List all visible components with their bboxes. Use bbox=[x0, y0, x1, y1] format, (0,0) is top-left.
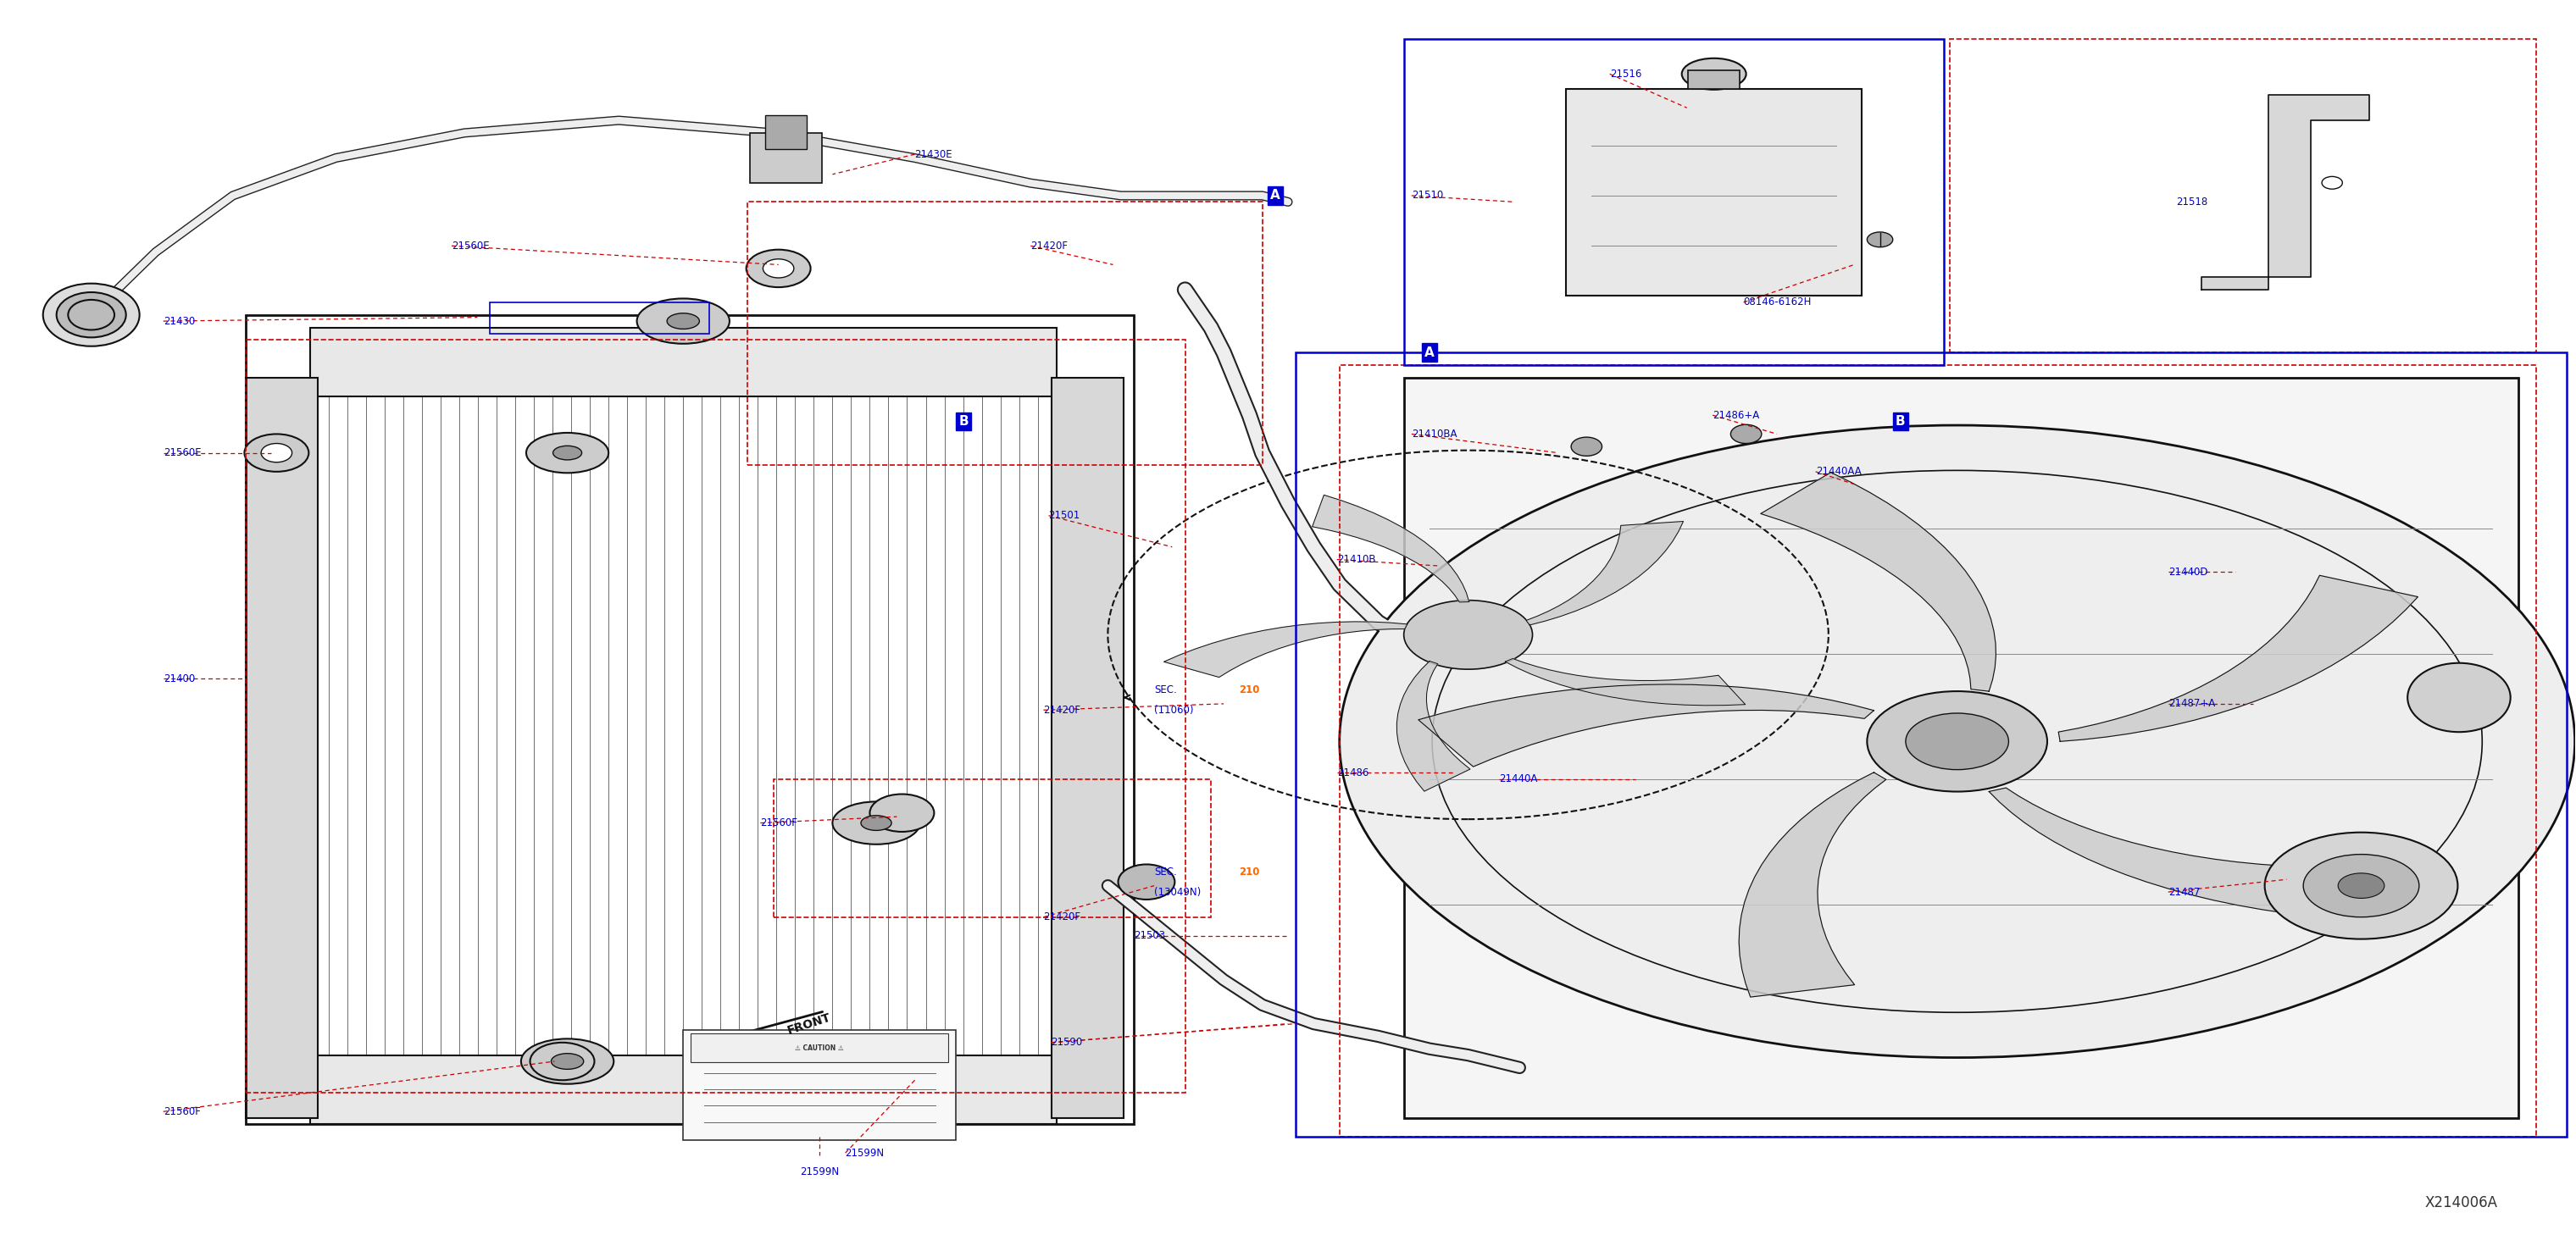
Polygon shape bbox=[1525, 522, 1682, 625]
Ellipse shape bbox=[871, 794, 935, 832]
Ellipse shape bbox=[636, 298, 729, 343]
Text: 21410B: 21410B bbox=[1337, 554, 1376, 564]
Text: 210: 210 bbox=[1239, 685, 1260, 695]
Text: 21518: 21518 bbox=[2177, 196, 2208, 207]
Text: 08146-6162H: 08146-6162H bbox=[1744, 297, 1811, 308]
FancyBboxPatch shape bbox=[1566, 89, 1862, 295]
Ellipse shape bbox=[2303, 855, 2419, 918]
Text: 21560E: 21560E bbox=[451, 240, 489, 251]
FancyBboxPatch shape bbox=[309, 327, 1056, 396]
Ellipse shape bbox=[832, 802, 920, 845]
Text: 21440D: 21440D bbox=[2169, 567, 2208, 577]
Ellipse shape bbox=[1118, 865, 1175, 900]
Text: FRONT: FRONT bbox=[786, 1011, 832, 1036]
Ellipse shape bbox=[2264, 832, 2458, 939]
Text: 21430: 21430 bbox=[162, 316, 196, 327]
Text: 21560F: 21560F bbox=[162, 1106, 201, 1117]
FancyBboxPatch shape bbox=[690, 1033, 948, 1062]
Text: ⚠ CAUTION ⚠: ⚠ CAUTION ⚠ bbox=[796, 1045, 845, 1052]
Polygon shape bbox=[1759, 473, 1996, 691]
Text: SEC.: SEC. bbox=[1154, 866, 1177, 877]
Text: 21487: 21487 bbox=[2169, 886, 2200, 897]
Ellipse shape bbox=[1731, 425, 1762, 444]
Ellipse shape bbox=[1906, 713, 2009, 769]
Ellipse shape bbox=[747, 250, 811, 288]
Text: 21560F: 21560F bbox=[760, 817, 799, 828]
Text: 21510: 21510 bbox=[1412, 190, 1443, 201]
Text: 21487+A: 21487+A bbox=[2169, 699, 2215, 709]
Text: 21400: 21400 bbox=[162, 674, 196, 684]
Ellipse shape bbox=[2409, 662, 2512, 732]
Ellipse shape bbox=[526, 432, 608, 473]
Text: 21440A: 21440A bbox=[1499, 773, 1538, 784]
Ellipse shape bbox=[57, 293, 126, 337]
FancyBboxPatch shape bbox=[765, 116, 806, 150]
Ellipse shape bbox=[1340, 425, 2576, 1057]
Ellipse shape bbox=[860, 816, 891, 831]
Polygon shape bbox=[1739, 772, 1886, 997]
Text: 21486: 21486 bbox=[1337, 767, 1368, 778]
Ellipse shape bbox=[67, 299, 113, 329]
Text: 21420F: 21420F bbox=[1030, 240, 1069, 251]
Polygon shape bbox=[2058, 576, 2419, 742]
Text: X214006A: X214006A bbox=[2424, 1195, 2499, 1210]
Text: 21501: 21501 bbox=[1048, 510, 1079, 522]
Ellipse shape bbox=[551, 1053, 585, 1070]
Text: 21420F: 21420F bbox=[1043, 911, 1082, 923]
Ellipse shape bbox=[1868, 233, 1893, 248]
Polygon shape bbox=[2202, 96, 2370, 290]
Ellipse shape bbox=[1682, 58, 1747, 89]
FancyBboxPatch shape bbox=[1404, 377, 2519, 1117]
Ellipse shape bbox=[762, 259, 793, 278]
Text: 21430E: 21430E bbox=[914, 148, 953, 160]
Ellipse shape bbox=[1868, 691, 2048, 792]
Ellipse shape bbox=[531, 1042, 595, 1080]
Ellipse shape bbox=[260, 444, 291, 463]
Ellipse shape bbox=[1404, 601, 1533, 669]
Text: SEC.: SEC. bbox=[1154, 685, 1177, 695]
Ellipse shape bbox=[2321, 176, 2342, 189]
Text: 21560E: 21560E bbox=[162, 447, 201, 459]
Text: 21503: 21503 bbox=[1133, 930, 1164, 941]
FancyBboxPatch shape bbox=[1051, 377, 1123, 1117]
Ellipse shape bbox=[44, 284, 139, 346]
Polygon shape bbox=[1164, 622, 1406, 678]
Text: B: B bbox=[958, 415, 969, 427]
FancyBboxPatch shape bbox=[1687, 70, 1739, 89]
Ellipse shape bbox=[520, 1038, 613, 1084]
Ellipse shape bbox=[2339, 874, 2385, 899]
Text: A: A bbox=[1425, 346, 1435, 358]
Text: 21410BA: 21410BA bbox=[1412, 429, 1458, 440]
Text: 21486+A: 21486+A bbox=[1713, 410, 1759, 421]
FancyBboxPatch shape bbox=[245, 377, 317, 1117]
Ellipse shape bbox=[245, 434, 309, 471]
Text: 21516: 21516 bbox=[1610, 68, 1641, 79]
Text: 21599N: 21599N bbox=[801, 1166, 840, 1178]
Text: 210: 210 bbox=[1239, 866, 1260, 877]
Text: 21599N: 21599N bbox=[845, 1148, 884, 1159]
Polygon shape bbox=[1311, 495, 1468, 602]
Text: (11060): (11060) bbox=[1154, 704, 1193, 715]
Text: 21440AA: 21440AA bbox=[1816, 466, 1860, 478]
Ellipse shape bbox=[1571, 437, 1602, 456]
Ellipse shape bbox=[667, 313, 701, 329]
FancyBboxPatch shape bbox=[309, 1055, 1056, 1124]
FancyBboxPatch shape bbox=[750, 133, 822, 184]
Text: B: B bbox=[1896, 415, 1906, 427]
Polygon shape bbox=[1396, 661, 1471, 791]
Ellipse shape bbox=[554, 446, 582, 460]
Text: 21590: 21590 bbox=[1051, 1037, 1082, 1048]
FancyBboxPatch shape bbox=[683, 1029, 956, 1140]
Polygon shape bbox=[1989, 788, 2378, 921]
Polygon shape bbox=[1419, 684, 1873, 767]
Text: 21420F: 21420F bbox=[1043, 704, 1082, 715]
Polygon shape bbox=[1504, 659, 1747, 705]
Text: (13049N): (13049N) bbox=[1154, 886, 1200, 897]
Text: A: A bbox=[1270, 190, 1280, 202]
